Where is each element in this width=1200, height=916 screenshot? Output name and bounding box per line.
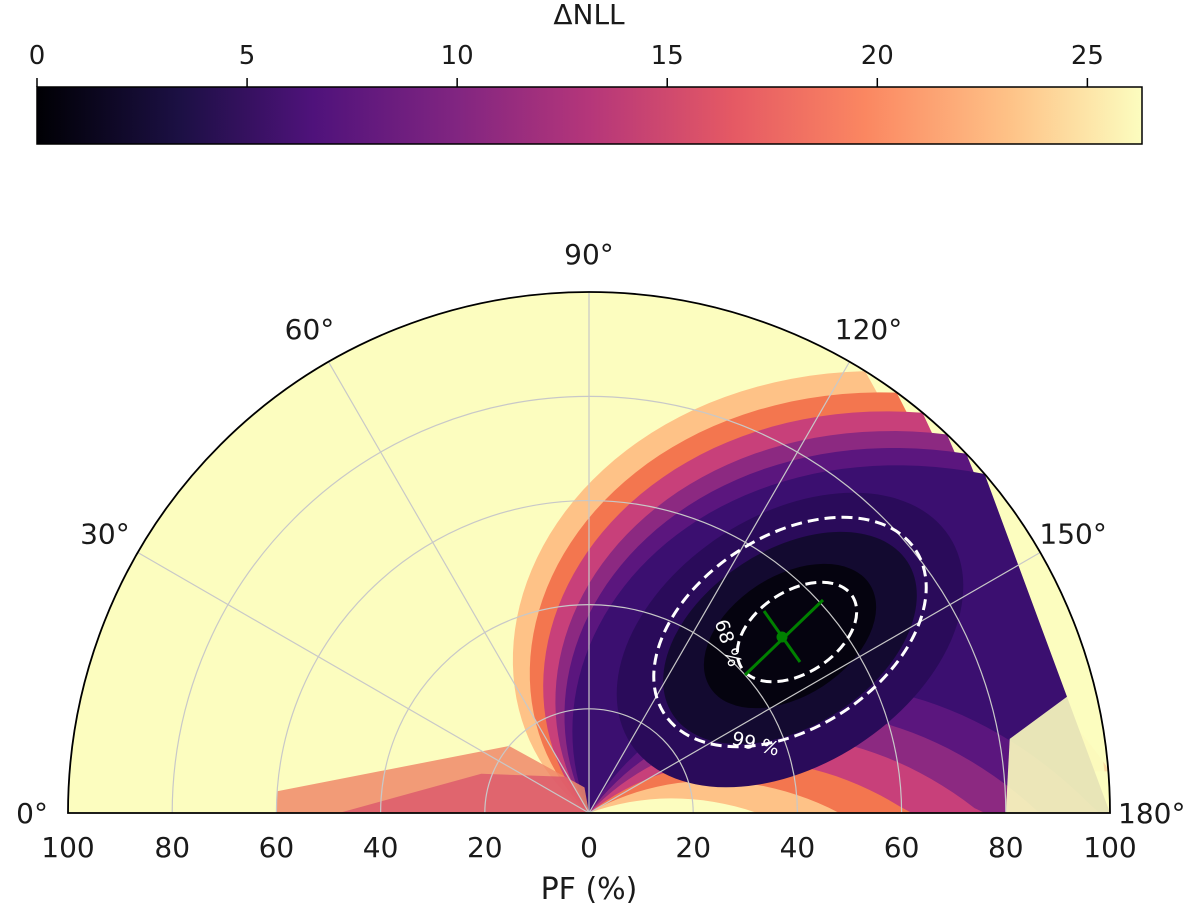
- colorbar-title: ΔNLL: [553, 0, 625, 31]
- angular-gridline: [588, 361, 851, 814]
- radial-tick-label: 20: [467, 831, 503, 864]
- radial-tick-labels: 100 80 60 40 20 0 20 40 60 80 100: [41, 831, 1136, 864]
- radial-tick-label: 0: [580, 831, 598, 864]
- radial-tick-label: 80: [988, 831, 1024, 864]
- angular-tick-label: 60°: [285, 313, 335, 346]
- angular-tick-label: 0°: [16, 797, 48, 830]
- polar-plot: 68 % 99 % 0°30°60°90°120°150°180° 100 80 6…: [16, 238, 1185, 907]
- contours: [652, 515, 928, 749]
- angular-tick-label: 30°: [80, 518, 130, 551]
- colorbar-tick-label: 20: [861, 41, 894, 71]
- radial-tick-label: 20: [675, 831, 711, 864]
- colorbar-tick-label: 5: [239, 41, 256, 71]
- angular-gridline: [327, 361, 590, 814]
- heatmap-tail: [338, 773, 589, 813]
- radial-tick-label: 80: [154, 831, 190, 864]
- colorbar-tick-label: 0: [29, 41, 46, 71]
- colorbar-tick-label: 25: [1071, 41, 1104, 71]
- angular-tick-label: 120°: [835, 313, 902, 346]
- heatmap-layers: [276, 371, 1110, 813]
- colorbar-tick-label: 15: [651, 41, 684, 71]
- radial-tick-label: 40: [780, 831, 816, 864]
- angular-tick-label: 150°: [1039, 518, 1106, 551]
- angular-tick-label: 90°: [564, 238, 614, 271]
- best-fit-point: [776, 631, 788, 643]
- angular-tick-labels: 0° 30° 60° 90° 120° 150° 180°: [16, 238, 1185, 830]
- radial-tick-label: 100: [1083, 831, 1136, 864]
- angular-gridline: [588, 551, 1041, 814]
- contour-68: [735, 580, 859, 684]
- heatmap-edge: [1005, 678, 1110, 813]
- angular-gridline: [137, 551, 590, 814]
- radial-tick-label: 40: [363, 831, 399, 864]
- colorbar-tick-label: 10: [441, 41, 474, 71]
- radial-tick-label: 60: [259, 831, 295, 864]
- heatmap: [68, 292, 1110, 813]
- contour-99: [652, 515, 928, 749]
- angular-tick-label: 180°: [1118, 797, 1185, 830]
- radial-tick-label: 60: [884, 831, 920, 864]
- radial-tick-label: 100: [41, 831, 94, 864]
- colorbar-gradient: [36, 86, 1143, 145]
- colorbar: ΔNLL 0 5 10 15 20 25: [29, 0, 1143, 145]
- radial-axis-label: PF (%): [541, 872, 638, 907]
- colorbar-ticks: 0 5 10 15 20 25: [29, 41, 1104, 87]
- best-fit-marker: [743, 598, 825, 677]
- polar-frame: [67, 291, 1111, 814]
